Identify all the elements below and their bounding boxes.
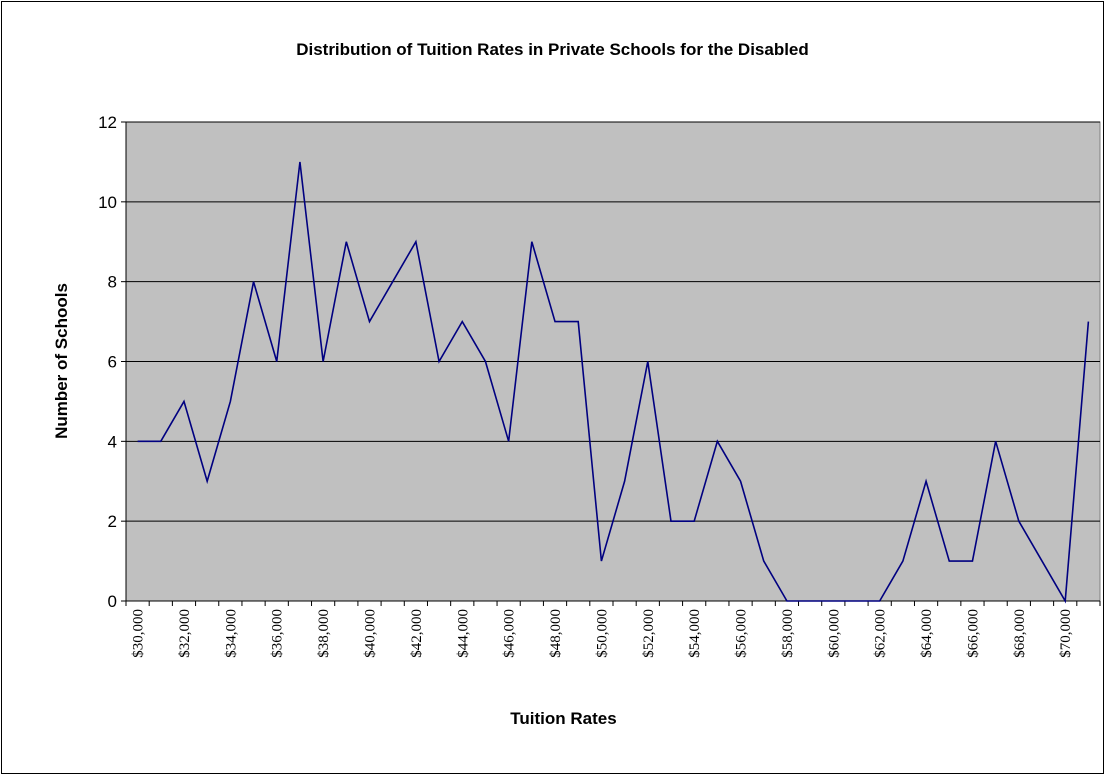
data-point: [739, 479, 743, 483]
data-point: [414, 240, 418, 244]
x-tick-label: $38,000: [316, 609, 332, 658]
data-point: [507, 439, 511, 443]
x-tick-label: $34,000: [223, 609, 239, 658]
data-point: [692, 519, 696, 523]
data-point: [437, 360, 441, 364]
x-tick-label: $50,000: [594, 609, 610, 658]
x-tick-label: $42,000: [409, 609, 425, 658]
x-tick-label: $48,000: [548, 609, 564, 658]
data-point: [599, 559, 603, 563]
series-line: [137, 161, 1090, 604]
data-point: [159, 439, 163, 443]
x-tick-label: $40,000: [363, 609, 379, 658]
data-point: [391, 280, 395, 284]
y-tick-label: 10: [98, 193, 117, 212]
x-tick-label: $46,000: [502, 609, 518, 658]
x-tick-label: $68,000: [1012, 609, 1028, 658]
data-point: [460, 320, 464, 324]
data-point: [344, 240, 348, 244]
x-tick-label: $44,000: [455, 609, 471, 658]
chart-title: Distribution of Tuition Rates in Private…: [296, 40, 809, 59]
data-point: [715, 439, 719, 443]
data-point: [947, 559, 951, 563]
x-tick-label: $32,000: [177, 609, 193, 658]
y-tick-label: 6: [108, 353, 117, 372]
data-point: [182, 399, 186, 403]
data-point: [669, 519, 673, 523]
x-tick-label: $66,000: [965, 609, 981, 658]
data-point: [252, 280, 256, 284]
x-tick-label: $56,000: [734, 609, 750, 658]
x-tick-label: $60,000: [826, 609, 842, 658]
y-tick-label: 12: [98, 113, 117, 132]
data-point: [855, 599, 859, 603]
x-tick-label: $62,000: [873, 609, 889, 658]
x-axis-title: Tuition Rates: [510, 709, 617, 728]
x-tick-label: $70,000: [1058, 609, 1074, 658]
data-point: [762, 559, 766, 563]
data-point: [576, 320, 580, 324]
data-point: [1017, 519, 1021, 523]
data-point: [994, 439, 998, 443]
y-tick-label: 0: [108, 592, 117, 611]
data-point: [530, 240, 534, 244]
x-tick-label: $36,000: [270, 609, 286, 658]
data-point: [646, 360, 650, 364]
x-tick-label: $58,000: [780, 609, 796, 658]
data-point: [785, 599, 789, 603]
data-point: [1086, 320, 1090, 324]
data-point: [321, 360, 325, 364]
data-point: [368, 320, 372, 324]
data-point: [878, 599, 882, 603]
y-tick-label: 8: [108, 273, 117, 292]
x-tick-label: $52,000: [641, 609, 657, 658]
data-point: [1063, 599, 1067, 603]
data-point: [483, 360, 487, 364]
x-tick-label: $30,000: [131, 609, 147, 658]
data-point: [205, 479, 209, 483]
data-point: [924, 479, 928, 483]
data-point: [831, 599, 835, 603]
data-point: [228, 399, 232, 403]
data-point: [901, 559, 905, 563]
x-tick-label: $54,000: [687, 609, 703, 658]
data-point: [623, 479, 627, 483]
y-tick-label: 2: [108, 512, 117, 531]
data-point: [275, 360, 279, 364]
data-point: [808, 599, 812, 603]
data-point: [970, 559, 974, 563]
data-point: [298, 160, 302, 164]
data-point: [553, 320, 557, 324]
data-point: [136, 439, 140, 443]
y-tick-label: 4: [108, 432, 117, 451]
x-tick-label: $64,000: [919, 609, 935, 658]
data-point: [1040, 559, 1044, 563]
